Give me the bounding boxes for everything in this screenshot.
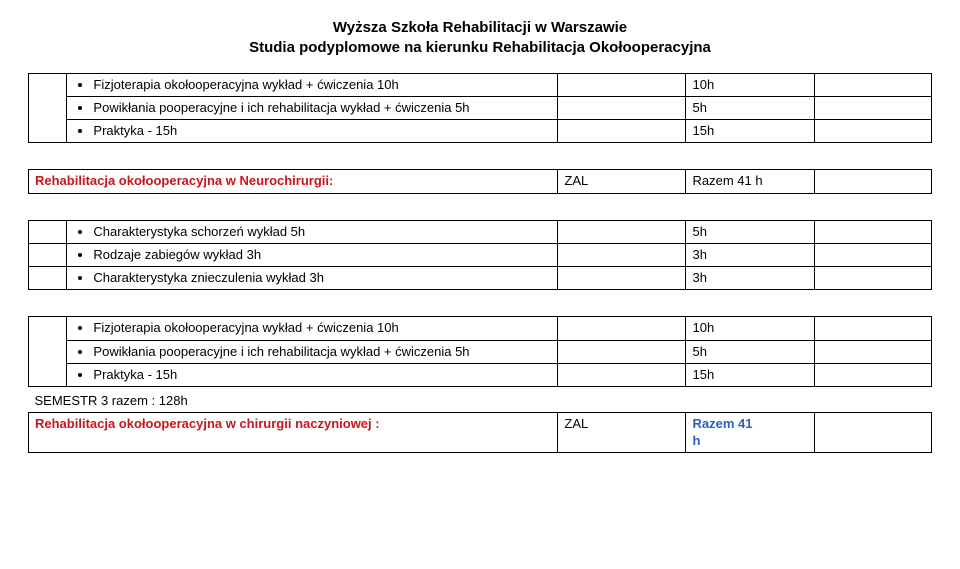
table-row: Rodzaje zabiegów wykład 3h 3h bbox=[29, 243, 932, 266]
table-row: Charakterystyka znieczulenia wykład 3h 3… bbox=[29, 267, 932, 290]
razem-cell: Razem 41 h bbox=[686, 413, 814, 453]
page-header: Wyższa Szkoła Rehabilitacji w Warszawie … bbox=[28, 18, 932, 59]
curriculum-table: Fizjoterapia okołooperacyjna wykład + ćw… bbox=[28, 73, 932, 453]
bullet-item: Powikłania pooperacyjne i ich rehabilita… bbox=[93, 344, 551, 360]
table-row: Praktyka - 15h 15h bbox=[29, 120, 932, 143]
hours-cell: 15h bbox=[686, 363, 814, 386]
semester-label: SEMESTR 3 razem : 128h bbox=[29, 387, 932, 413]
table-row: Powikłania pooperacyjne i ich rehabilita… bbox=[29, 96, 932, 119]
section-header-row: Rehabilitacja okołooperacyjna w Neurochi… bbox=[29, 170, 932, 193]
table-row: Charakterystyka schorzeń wykład 5h 5h bbox=[29, 220, 932, 243]
section-header-row: Rehabilitacja okołooperacyjna w chirurgi… bbox=[29, 413, 932, 453]
bullet-item: Charakterystyka schorzeń wykład 5h bbox=[93, 224, 551, 240]
table-row: Powikłania pooperacyjne i ich rehabilita… bbox=[29, 340, 932, 363]
bullet-item: Rodzaje zabiegów wykład 3h bbox=[93, 247, 551, 263]
zal-cell: ZAL bbox=[558, 413, 686, 453]
semester-row: SEMESTR 3 razem : 128h bbox=[29, 387, 932, 413]
spacer-row bbox=[29, 193, 932, 220]
spacer-row bbox=[29, 290, 932, 317]
hours-cell: 5h bbox=[686, 340, 814, 363]
spacer-row bbox=[29, 143, 932, 170]
bullet-item: Powikłania pooperacyjne i ich rehabilita… bbox=[93, 100, 551, 116]
hours-cell: 15h bbox=[686, 120, 814, 143]
header-line-2: Studia podyplomowe na kierunku Rehabilit… bbox=[28, 38, 932, 58]
table-row: Praktyka - 15h 15h bbox=[29, 363, 932, 386]
razem-cell: Razem 41 h bbox=[686, 170, 814, 193]
bullet-item: Praktyka - 15h bbox=[93, 367, 551, 383]
bullet-item: Fizjoterapia okołooperacyjna wykład + ćw… bbox=[93, 77, 551, 93]
section-title: Rehabilitacja okołooperacyjna w Neurochi… bbox=[29, 170, 558, 193]
section-title: Rehabilitacja okołooperacyjna w chirurgi… bbox=[29, 413, 558, 453]
bullet-item: Charakterystyka znieczulenia wykład 3h bbox=[93, 270, 551, 286]
hours-cell: 5h bbox=[686, 96, 814, 119]
hours-cell: 10h bbox=[686, 317, 814, 340]
table-row: Fizjoterapia okołooperacyjna wykład + ćw… bbox=[29, 73, 932, 96]
hours-cell: 3h bbox=[686, 243, 814, 266]
hours-cell: 3h bbox=[686, 267, 814, 290]
table-row: Fizjoterapia okołooperacyjna wykład + ćw… bbox=[29, 317, 932, 340]
bullet-item: Fizjoterapia okołooperacyjna wykład + ćw… bbox=[93, 320, 551, 336]
bullet-item: Praktyka - 15h bbox=[93, 123, 551, 139]
hours-cell: 10h bbox=[686, 73, 814, 96]
hours-cell: 5h bbox=[686, 220, 814, 243]
header-line-1: Wyższa Szkoła Rehabilitacji w Warszawie bbox=[28, 18, 932, 38]
zal-cell: ZAL bbox=[558, 170, 686, 193]
